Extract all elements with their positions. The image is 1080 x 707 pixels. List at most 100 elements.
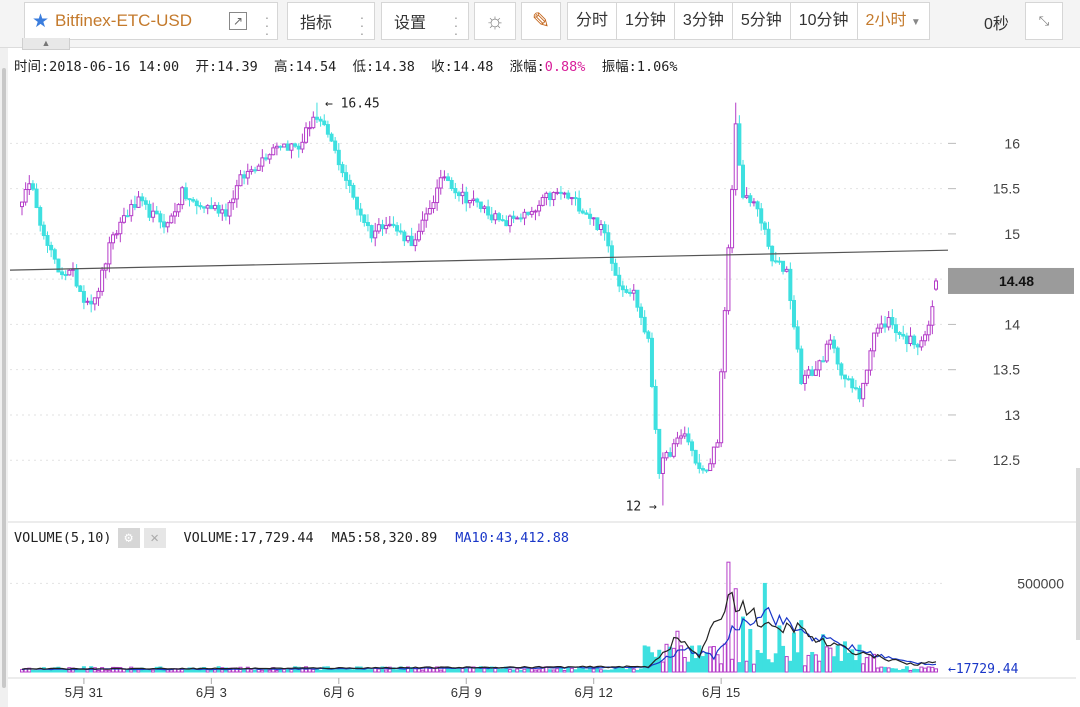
volume-bar: [274, 670, 279, 673]
candle-body: [395, 225, 400, 232]
external-link-icon[interactable]: ↗: [229, 12, 247, 30]
candle-body: [355, 196, 360, 210]
more-dots-icon[interactable]: · · ·: [359, 9, 365, 41]
timeframe-tab-active[interactable]: 2小时 ▼: [858, 3, 929, 39]
volume-bar: [151, 669, 156, 673]
x-tick-label: 6月 12: [575, 685, 613, 700]
volume-bar: [533, 669, 538, 673]
indicators-label: 指标: [300, 15, 333, 32]
fullscreen-button[interactable]: ⤡: [1025, 2, 1063, 40]
candle-body: [140, 196, 145, 202]
volume-bar: [639, 668, 644, 673]
volume-bar: [453, 669, 458, 673]
candle-body: [172, 211, 177, 217]
collapse-toolbar-button[interactable]: ▲: [22, 38, 70, 50]
volume-bar: [60, 669, 65, 673]
gear-icon[interactable]: ⚙: [117, 528, 140, 548]
candle-body: [471, 198, 476, 201]
more-dots-icon[interactable]: · · ·: [264, 9, 270, 41]
volume-bar: [751, 663, 756, 673]
candle-body: [216, 204, 221, 214]
candle-body: [850, 378, 855, 389]
price-tick-label: 13: [1004, 407, 1020, 423]
settings-button[interactable]: 设置 · · ·: [381, 2, 469, 40]
timeframe-tab[interactable]: 3分钟: [675, 3, 733, 39]
x-tick-label: 6月 15: [702, 685, 740, 700]
left-scrollbar[interactable]: [0, 48, 8, 707]
candle-body: [318, 118, 323, 122]
candle-body: [639, 306, 644, 318]
volume-bar: [744, 660, 749, 673]
scrollbar-thumb[interactable]: [2, 68, 6, 688]
volume-bar: [369, 669, 374, 673]
candle-body: [926, 324, 931, 336]
candle-body: [810, 369, 815, 376]
volume-bar: [737, 662, 742, 673]
candle-body: [398, 230, 403, 233]
candle-body: [668, 452, 673, 457]
volume-bar: [507, 669, 512, 673]
volume-bar: [613, 668, 618, 673]
volume-bar: [333, 669, 338, 673]
volume-bar: [395, 669, 400, 673]
volume-bar: [351, 669, 356, 673]
volume-bar: [839, 660, 844, 673]
candle-body: [839, 363, 844, 376]
volume-bar: [460, 667, 465, 673]
candle-body: [380, 224, 385, 230]
candle-body: [336, 149, 341, 166]
candle-body: [49, 244, 54, 251]
x-tick-label: 6月 3: [196, 685, 227, 700]
candle-body: [784, 268, 789, 272]
volume-bar: [781, 645, 786, 673]
volume-bar: [759, 652, 764, 673]
candle-body: [256, 165, 261, 171]
more-dots-icon[interactable]: · · ·: [453, 9, 459, 41]
candle-body: [853, 387, 858, 390]
star-icon[interactable]: ★: [32, 10, 50, 32]
candle-body: [857, 388, 862, 400]
indicators-button[interactable]: 指标 · · ·: [287, 2, 375, 40]
candle-body: [125, 215, 130, 218]
candle-body: [566, 192, 571, 199]
volume-value: VOLUME:17,729.44: [183, 530, 314, 546]
volume-bar: [660, 661, 665, 673]
candle-body: [817, 360, 822, 371]
volume-bar: [934, 668, 938, 673]
time-label: 时间:: [14, 59, 50, 75]
volume-bar: [548, 669, 553, 673]
candle-body: [762, 222, 767, 230]
volume-bar: [886, 667, 891, 673]
candle-body: [129, 204, 134, 217]
volume-bar: [861, 663, 866, 673]
candle-body: [700, 468, 705, 471]
candle-body: [697, 462, 702, 470]
candle-body: [34, 188, 39, 209]
close-icon[interactable]: ✕: [143, 528, 166, 548]
timeframe-tab[interactable]: 10分钟: [791, 3, 858, 39]
volume-bar: [832, 656, 837, 673]
volume-bar: [675, 630, 680, 673]
candle-body: [253, 169, 258, 172]
triangle-up-icon: ▲: [41, 38, 51, 48]
symbol-selector[interactable]: ★ Bitfinex-ETC-USD ↗ · · ·: [24, 2, 278, 40]
candle-body: [558, 191, 563, 194]
candle-body: [693, 449, 698, 464]
theme-toggle-button[interactable]: ☼: [474, 2, 516, 40]
draw-tool-button[interactable]: ✎: [521, 2, 561, 40]
volume-bar: [100, 667, 105, 673]
candle-body: [340, 164, 345, 174]
candle-body: [606, 232, 611, 247]
timeframe-tab[interactable]: 分时: [568, 3, 618, 39]
volume-bar: [253, 669, 258, 673]
symbol-name[interactable]: Bitfinex-ETC-USD: [55, 11, 193, 30]
timeframe-tab[interactable]: 5分钟: [733, 3, 791, 39]
candle-body: [489, 214, 494, 221]
timeframe-tab[interactable]: 1分钟: [617, 3, 675, 39]
volume-bar: [777, 625, 782, 673]
volume-bar: [471, 666, 476, 673]
volume-bar: [103, 669, 108, 673]
candle-body: [180, 187, 185, 206]
right-scrollbar[interactable]: [1076, 468, 1080, 640]
